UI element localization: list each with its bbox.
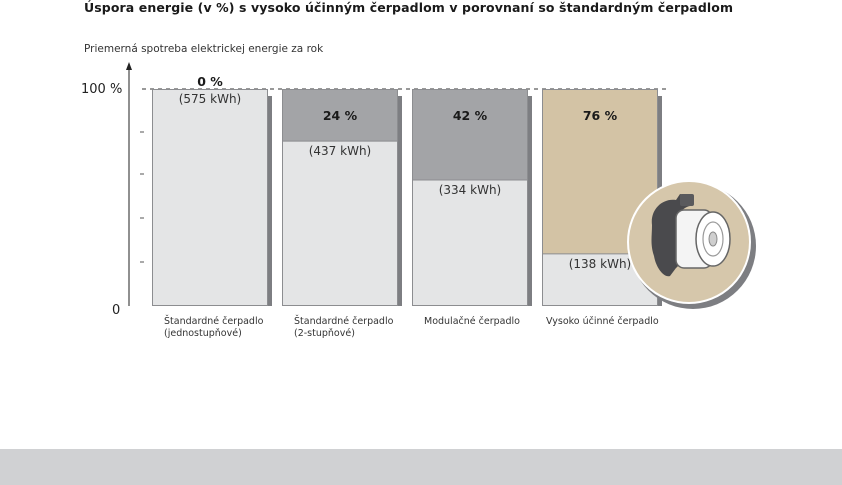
pump-motor-hub [708,231,718,247]
pump-motor-ring [702,221,724,257]
savings-label: 0 % [197,74,223,89]
bar-savings-segment [282,89,398,142]
bar-savings-segment [412,89,528,180]
bar-consumption-segment [152,89,268,306]
y-tick-label-top: 100 % [81,82,122,97]
category-label: Vysoko účinné čerpadlo [546,316,659,327]
consumption-label: (575 kWh) [179,92,242,106]
savings-label: 76 % [583,108,618,123]
bar-outline [152,89,268,306]
category-label: Štandardné čerpadlo [294,315,394,327]
y-axis-arrow [126,62,132,70]
category-label: (jednostupňové) [164,328,242,339]
consumption-label: (437 kWh) [309,144,372,158]
category-label: (2-stupňové) [294,328,355,339]
bar-shadow [528,96,532,306]
footer-band [0,449,842,485]
consumption-label: (334 kWh) [439,183,502,197]
y-axis-label: Priemerná spotreba elektrickej energie z… [84,43,324,55]
bar-consumption-segment [412,179,528,306]
savings-label: 42 % [453,108,488,123]
chart: Priemerná spotreba elektrickej energie z… [81,43,756,339]
pump-housing [651,194,690,277]
chart-title: Úspora energie (v %) s vysoko účinným če… [84,0,734,15]
pump-flange [680,194,694,206]
bar-consumption-segment [282,141,398,306]
consumption-label: (138 kWh) [569,257,632,271]
bar-shadow [398,96,402,306]
savings-label: 24 % [323,108,358,123]
bar-outline [412,89,528,306]
category-label: Modulačné čerpadlo [424,316,520,327]
bars-group [152,89,662,306]
labels-group: 0 %(575 kWh)Štandardné čerpadlo(jednostu… [164,74,659,339]
category-label: Štandardné čerpadlo [164,315,264,327]
pump-illustration [627,180,756,309]
bar-outline [282,89,398,306]
bar-shadow [268,96,272,306]
y-tick-label-zero: 0 [112,303,120,318]
